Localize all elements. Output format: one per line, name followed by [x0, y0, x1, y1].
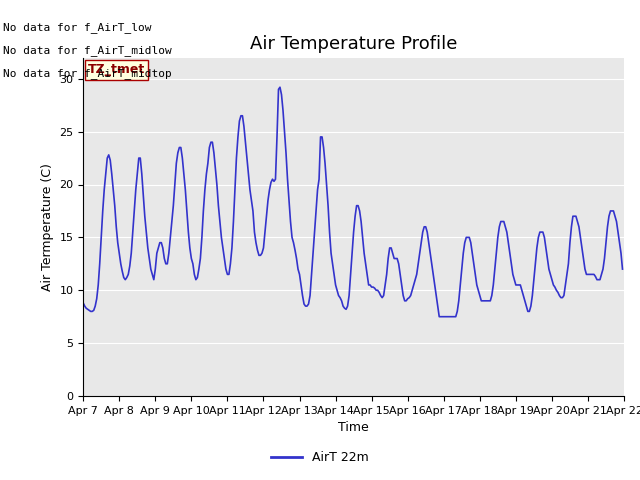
Legend: AirT 22m: AirT 22m	[266, 446, 374, 469]
Title: Air Temperature Profile: Air Temperature Profile	[250, 35, 458, 53]
Y-axis label: Air Termperature (C): Air Termperature (C)	[41, 163, 54, 291]
Text: No data for f_AirT_low: No data for f_AirT_low	[3, 22, 152, 33]
X-axis label: Time: Time	[338, 421, 369, 434]
Text: No data for f_AirT_midtop: No data for f_AirT_midtop	[3, 68, 172, 79]
Text: TZ_tmet: TZ_tmet	[88, 63, 145, 76]
Text: No data for f_AirT_midlow: No data for f_AirT_midlow	[3, 45, 172, 56]
